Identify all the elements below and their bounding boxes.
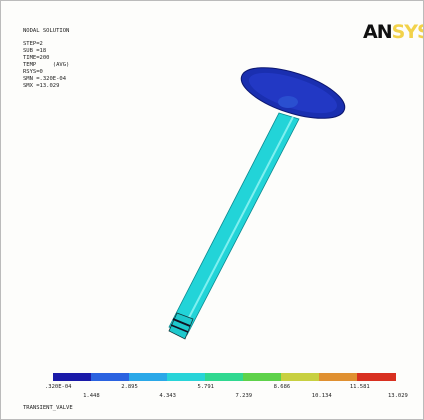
legend-label: 7.239 bbox=[236, 393, 253, 400]
info-line: TEMP (AVG) bbox=[23, 62, 69, 69]
legend-label: .320E-04 bbox=[45, 384, 72, 391]
info-line: SMN =.320E-04 bbox=[23, 76, 69, 83]
info-line: RSYS=0 bbox=[23, 69, 69, 76]
color-legend bbox=[53, 373, 396, 381]
logo-text: AN bbox=[363, 21, 392, 43]
valve bbox=[169, 57, 351, 339]
info-line: TIME=200 bbox=[23, 55, 69, 62]
legend-label: 5.791 bbox=[197, 384, 214, 391]
legend-label: 11.581 bbox=[350, 384, 370, 391]
logo-text-accent: SYS bbox=[392, 21, 424, 43]
footer-title: TRANSIENT_VALVE bbox=[23, 405, 73, 412]
info-line: SUB =18 bbox=[23, 48, 69, 55]
legend-label: 10.134 bbox=[312, 393, 332, 400]
legend-label: 1.448 bbox=[83, 393, 100, 400]
legend-label: 13.029 bbox=[388, 393, 408, 400]
info-line: STEP=2 bbox=[23, 41, 69, 48]
screen: NODAL SOLUTION STEP=2SUB =18TIME=200TEMP… bbox=[0, 0, 424, 420]
legend-label: 8.686 bbox=[274, 384, 291, 391]
legend-label: 4.343 bbox=[159, 393, 176, 400]
legend-label: 2.895 bbox=[121, 384, 138, 391]
logo: ANSYS bbox=[363, 21, 424, 43]
info-line: SMX =13.029 bbox=[23, 83, 69, 90]
header-title: NODAL SOLUTION bbox=[23, 28, 69, 35]
